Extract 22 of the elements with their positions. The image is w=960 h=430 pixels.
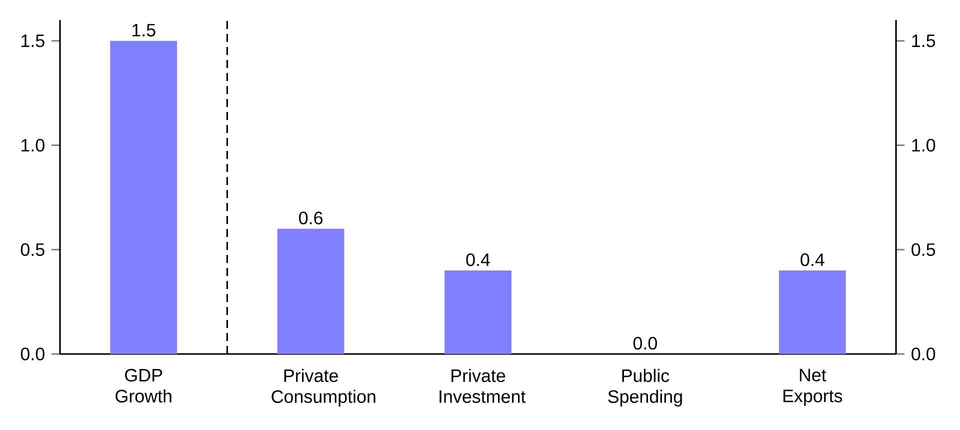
x-tick-label: GDP Growth: [116, 368, 172, 403]
y2-tick-label: 1.0: [912, 138, 936, 152]
y2-tick-label: 0.0: [912, 348, 936, 360]
x-tick-label: Net Exports: [783, 368, 842, 406]
y-tick-label: 1.0: [22, 138, 44, 152]
data-label: 0.6: [299, 212, 322, 224]
data-label: 0.4: [466, 253, 490, 266]
bar: [444, 270, 512, 354]
x-tick-label: Public Spending: [608, 368, 682, 407]
bar: [277, 228, 344, 354]
y2-tick-label: 1.5: [912, 34, 936, 48]
y2-tick-label: 0.5: [912, 243, 936, 256]
data-label: 1.5: [132, 24, 156, 36]
x-tick-label: Private Consumption: [272, 368, 376, 407]
y-tick-label: 1.5: [22, 34, 44, 48]
y-tick-label: 0.5: [20, 243, 44, 256]
data-label: 0.4: [800, 253, 824, 266]
bar: [778, 270, 846, 354]
data-label: 0.0: [633, 336, 657, 350]
x-tick-label: Private Investment: [440, 368, 526, 403]
bar: [110, 40, 178, 354]
y-tick-label: 0.0: [20, 348, 44, 360]
